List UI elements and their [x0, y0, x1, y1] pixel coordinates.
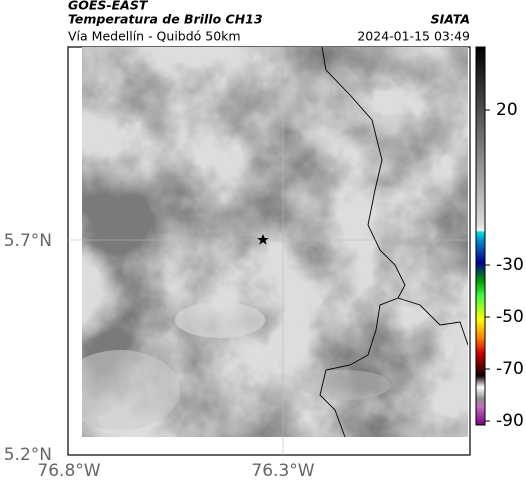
colorbar-tick-label: 20 — [496, 100, 518, 120]
x-tick-label: 76.8°W — [37, 461, 100, 481]
colorbar-tick-label: -70 — [496, 359, 524, 379]
location-marker — [257, 234, 269, 245]
header-location: Vía Medellín - Quibdó 50km — [68, 29, 241, 44]
y-tick-label: 5.7°N — [4, 231, 52, 251]
header-title: GOES-EAST — [68, 0, 149, 13]
x-tick-label: 76.3°W — [251, 461, 314, 481]
colorbar-tick-label: -50 — [496, 307, 524, 327]
header-source: SIATA — [431, 12, 470, 27]
colorbar-tick-label: -30 — [496, 255, 524, 275]
colorbar — [475, 46, 486, 426]
satellite-image — [82, 47, 468, 437]
header-datetime: 2024-01-15 03:49 — [357, 29, 470, 44]
header-subtitle: Temperatura de Brillo CH13 — [68, 12, 263, 27]
y-tick-label: 5.2°N — [4, 445, 52, 465]
colorbar-tick-label: -90 — [496, 411, 524, 431]
